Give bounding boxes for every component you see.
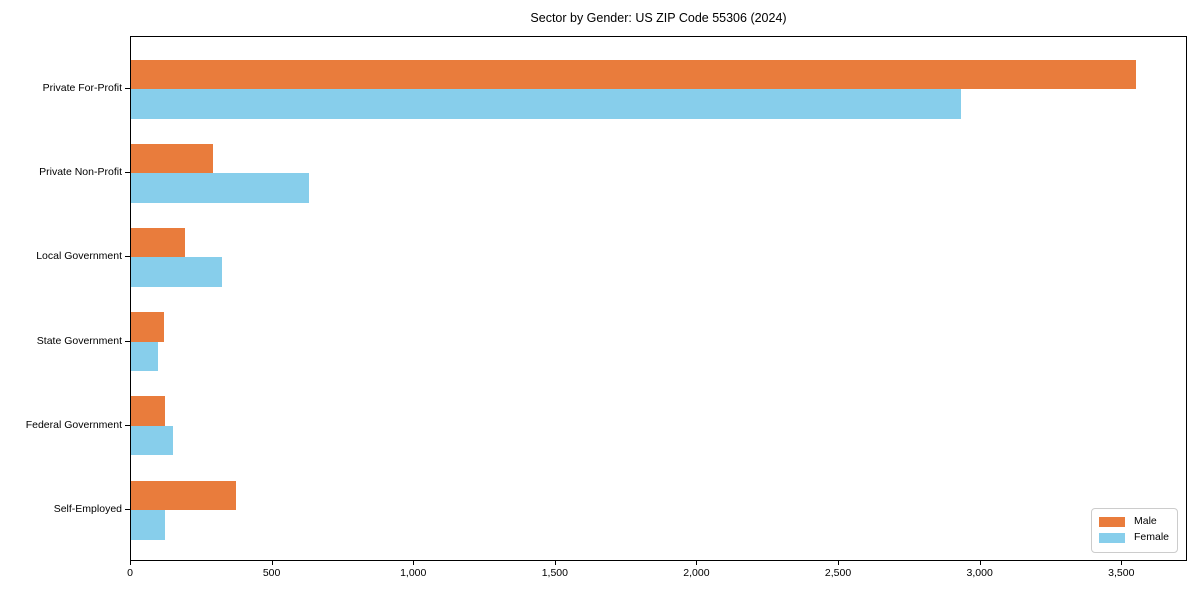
x-tick-label: 1,500 [541,567,568,579]
plot-area [130,36,1187,561]
x-tick-label: 3,500 [1108,567,1135,579]
x-tick-mark [271,561,273,565]
y-tick-mark [125,424,130,426]
bar-female-local-government [131,257,222,287]
x-tick-mark [554,561,556,565]
y-tick-mark [125,256,130,258]
x-tick-label: 0 [127,567,133,579]
bar-female-self-employed [131,510,165,540]
y-axis-label-private-for-profit: Private For-Profit [42,82,122,94]
x-tick-mark [979,561,981,565]
legend-swatch-male [1099,516,1125,527]
x-tick-label: 3,000 [966,567,993,579]
y-tick-mark [125,172,130,174]
legend-swatch-female [1099,532,1125,543]
x-tick-label: 1,000 [400,567,427,579]
y-axis-label-federal-government: Federal Government [25,418,122,431]
y-axis-label-private-non-profit: Private Non-Profit [39,166,122,179]
legend-label-male: Male [1134,515,1157,527]
y-tick-mark [125,509,130,510]
bar-male-state-government [131,312,164,342]
bar-female-private-non-profit [131,173,310,203]
bar-male-federal-government [131,396,165,426]
bar-female-federal-government [131,425,174,456]
legend-label-female: Female [1134,531,1170,543]
chart-title: Sector by Gender: US ZIP Code 55306 (202… [530,11,787,25]
x-tick-mark [1121,561,1123,565]
x-tick-mark [696,561,698,565]
y-axis-label-local-government: Local Government [36,250,122,263]
legend-item-female: Female [1099,532,1177,543]
legend-box: Male Female [1091,508,1178,553]
bar-female-private-for-profit [131,89,961,119]
x-tick-mark [413,561,415,565]
y-tick-mark [125,340,130,342]
y-axis-label-state-government: State Government [36,334,122,347]
y-axis-label-self-employed: Self-Employed [53,503,122,515]
bar-male-private-for-profit [131,59,1137,89]
x-tick-label: 2,500 [824,567,852,579]
x-tick-label: 500 [262,567,281,579]
bar-male-private-non-profit [131,143,214,174]
y-tick-mark [125,88,130,89]
legend-item-male: Male [1099,516,1177,527]
bar-male-local-government [131,227,185,258]
bar-male-self-employed [131,480,236,510]
bar-female-state-government [131,341,158,372]
x-tick-mark [130,561,131,565]
x-tick-mark [838,561,840,565]
x-tick-label: 2,000 [683,567,710,579]
